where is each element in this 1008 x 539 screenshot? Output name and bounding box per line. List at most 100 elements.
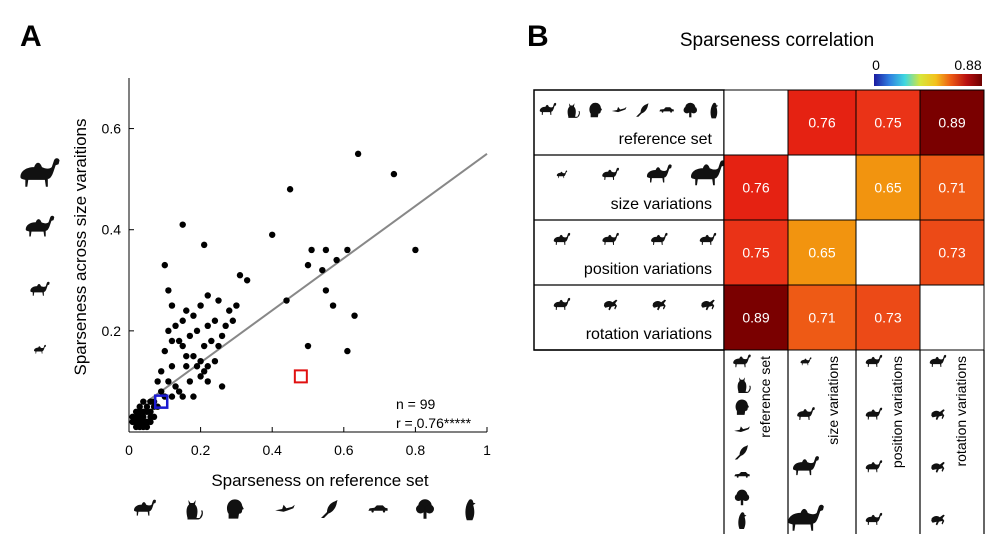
data-point [158, 368, 165, 375]
data-point [165, 378, 172, 385]
data-point [172, 322, 179, 329]
data-point [333, 256, 340, 264]
heatmap-cell-value: 0.76 [742, 180, 769, 196]
camel-rotated-icon [931, 461, 945, 473]
data-point [197, 358, 204, 365]
cat-icon [737, 377, 751, 393]
y-axis-label: Sparseness across size varaitions [71, 118, 90, 375]
camel-icon [865, 512, 883, 525]
camel-rotated-icon [931, 514, 945, 526]
data-point [158, 388, 165, 395]
data-point [179, 317, 186, 324]
panel-letter-b: B [527, 20, 549, 53]
column-label: position variations [889, 356, 905, 468]
data-point [236, 272, 244, 279]
data-point [143, 423, 151, 431]
data-point [269, 231, 276, 238]
camel-large-icon [788, 504, 824, 531]
camel-icon [134, 499, 156, 516]
x-axis-label: Sparseness on reference set [211, 471, 429, 490]
cat-icon [186, 500, 203, 520]
stats-n: n = 99 [396, 396, 436, 412]
data-point [179, 393, 186, 400]
heatmap-cell-value: 0.73 [938, 245, 965, 261]
human-head-icon [735, 399, 750, 415]
colorbar [874, 74, 982, 86]
y-tick-label: 0.2 [102, 323, 122, 339]
camel-small-icon [30, 281, 50, 296]
data-point [165, 287, 172, 294]
data-point [183, 307, 190, 314]
column-label: reference set [757, 356, 773, 438]
tree-icon [734, 489, 750, 506]
tree-icon [416, 499, 434, 519]
data-point [136, 403, 143, 410]
camel-tiny-icon [34, 344, 46, 354]
data-point [200, 241, 208, 249]
human-head-icon [589, 102, 603, 118]
data-point [129, 413, 136, 421]
penguin-icon [738, 512, 747, 529]
heatmap-cell-value: 0.71 [808, 310, 835, 326]
x-axis-silhouettes [134, 499, 476, 521]
camel-small-icon [602, 167, 620, 181]
data-point [140, 408, 147, 415]
data-point [186, 332, 194, 340]
data-point [190, 312, 197, 319]
heatmap-cell [723, 154, 789, 221]
data-point [204, 378, 211, 385]
heatmap-cell [723, 284, 789, 351]
data-point [354, 150, 362, 158]
heatmap-title: Sparseness correlation [680, 30, 874, 51]
camel-icon [553, 232, 571, 245]
data-point [168, 302, 176, 309]
data-point [204, 292, 211, 299]
data-point [390, 170, 398, 178]
camel-icon [602, 232, 619, 245]
data-point [186, 378, 194, 385]
row-label: size variations [611, 196, 712, 213]
data-point [175, 388, 183, 395]
car-icon [368, 505, 388, 513]
heatmap-cell [787, 154, 857, 221]
camel-tiny-icon [800, 357, 812, 366]
heatmap-cell-value: 0.73 [874, 310, 901, 326]
x-tick-label: 0 [125, 442, 133, 458]
data-point [132, 408, 140, 415]
highlight-blue-marker [153, 394, 169, 409]
data-point [161, 347, 168, 355]
camel-medium-icon [792, 456, 820, 476]
camel-icon [865, 460, 883, 473]
data-point [183, 363, 190, 370]
data-point [215, 342, 222, 350]
data-point [243, 277, 251, 284]
car-icon [734, 471, 750, 478]
data-point [168, 337, 176, 345]
data-point [322, 287, 330, 294]
data-point [150, 413, 158, 421]
crow-icon [636, 103, 649, 117]
data-point [204, 322, 211, 329]
heatmap: reference set size variations position var… [533, 89, 985, 534]
heatmap-cell [855, 89, 921, 156]
camel-large-icon [20, 158, 60, 187]
data-point [200, 342, 208, 350]
heatmap-cell-value: 0.76 [808, 115, 835, 131]
x-tick-label: 0.2 [191, 442, 211, 458]
data-point [136, 413, 143, 421]
data-point [226, 307, 233, 314]
x-tick-label: 0.8 [406, 442, 426, 458]
data-point [204, 363, 211, 370]
heatmap-cell [919, 154, 985, 221]
data-point [200, 368, 208, 375]
bird-flying-icon [611, 106, 627, 113]
row-label: position variations [584, 261, 712, 278]
heatmap-cell [855, 219, 921, 286]
camel-icon [539, 102, 557, 115]
heatmap-cell [723, 89, 789, 156]
data-point [329, 302, 337, 309]
heatmap-cell-value: 0.75 [742, 245, 769, 261]
tree-icon [683, 102, 698, 118]
y-axis-silhouettes [20, 158, 60, 354]
data-point [190, 352, 197, 360]
